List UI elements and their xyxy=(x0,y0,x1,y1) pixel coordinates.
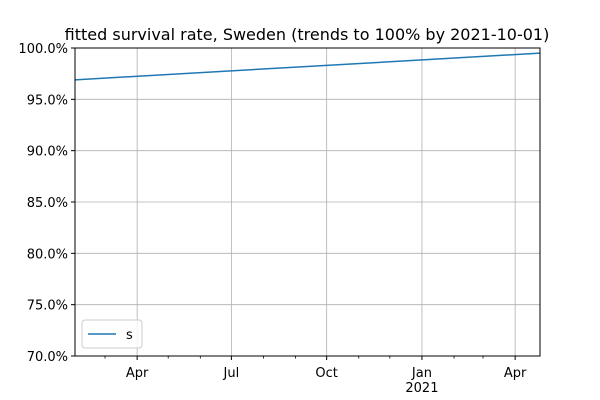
legend-label: s xyxy=(126,328,133,343)
x-tick-label: Oct xyxy=(315,366,337,381)
chart-title: fitted survival rate, Sweden (trends to … xyxy=(65,25,550,44)
y-tick-label: 85.0% xyxy=(27,196,68,211)
y-axis: 70.0% 75.0% 80.0% 85.0% 90.0% 95.0% 100.0% xyxy=(18,42,75,365)
x-tick-label: Jul xyxy=(223,366,240,381)
y-tick-label: 75.0% xyxy=(27,299,68,314)
x-tick-label: Apr xyxy=(126,366,149,381)
series-line-s xyxy=(74,52,541,81)
y-tick-label: 95.0% xyxy=(27,93,68,108)
grid xyxy=(75,47,540,357)
y-tick-label: 100.0% xyxy=(18,42,68,57)
x-tick-year-label: 2021 xyxy=(405,381,438,396)
y-tick-label: 90.0% xyxy=(27,145,68,160)
legend: s xyxy=(81,319,143,349)
x-tick-label: Apr xyxy=(504,366,527,381)
x-tick-label: Jan xyxy=(411,366,432,381)
series-lines xyxy=(74,52,541,81)
y-tick-label: 70.0% xyxy=(27,350,68,365)
y-tick-label: 80.0% xyxy=(27,247,68,262)
